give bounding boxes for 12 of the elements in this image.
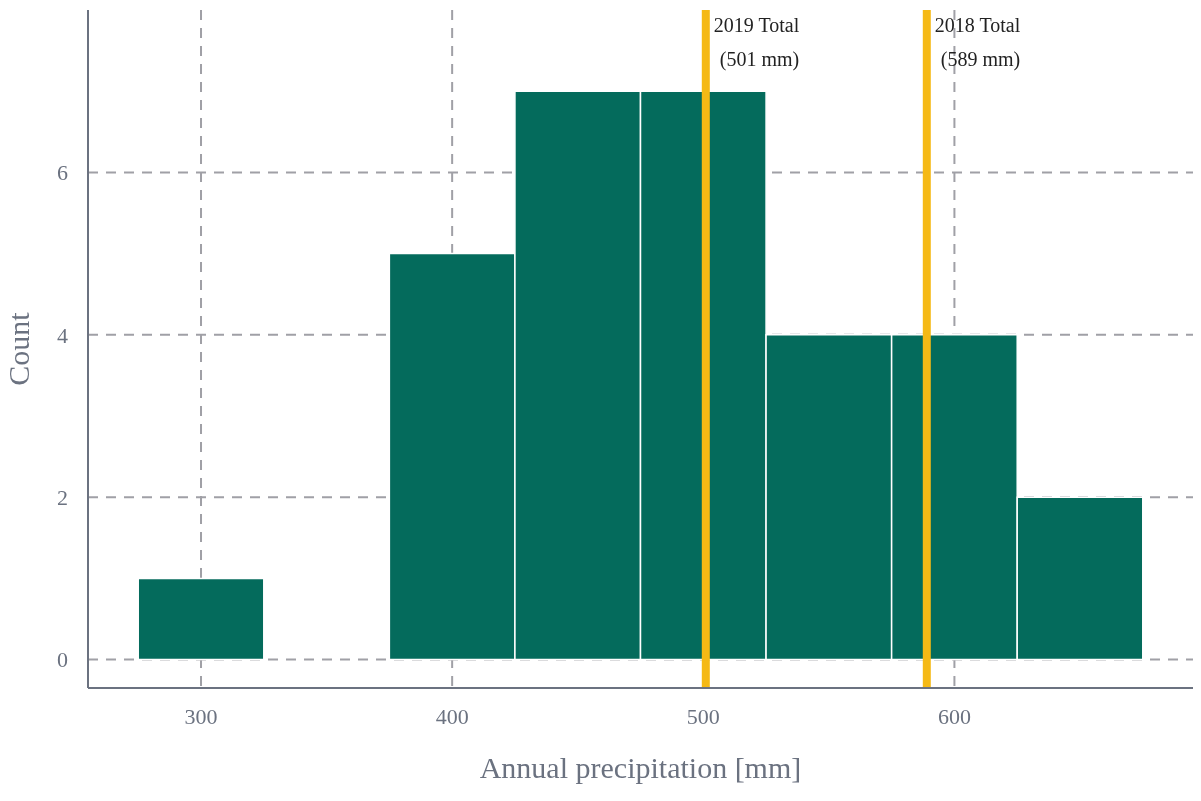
x-tick-label: 500 bbox=[686, 703, 720, 729]
x-tick-label: 400 bbox=[435, 703, 469, 729]
y-tick-label: 2 bbox=[57, 485, 68, 510]
y-axis-title: Count bbox=[1, 311, 35, 386]
y-tick-label: 6 bbox=[57, 160, 68, 186]
y-tick-label: 0 bbox=[57, 647, 68, 673]
y-tick-label: 4 bbox=[57, 322, 68, 348]
ref-line-label: 2018 Total (589 mm) bbox=[934, 14, 1021, 71]
x-tick-label: 300 bbox=[184, 703, 218, 729]
x-axis-title: Annual precipitation [mm] bbox=[479, 751, 802, 784]
ref-line-label: 2019 Total (501 mm) bbox=[713, 14, 800, 71]
x-tick-label: 600 bbox=[937, 703, 971, 729]
